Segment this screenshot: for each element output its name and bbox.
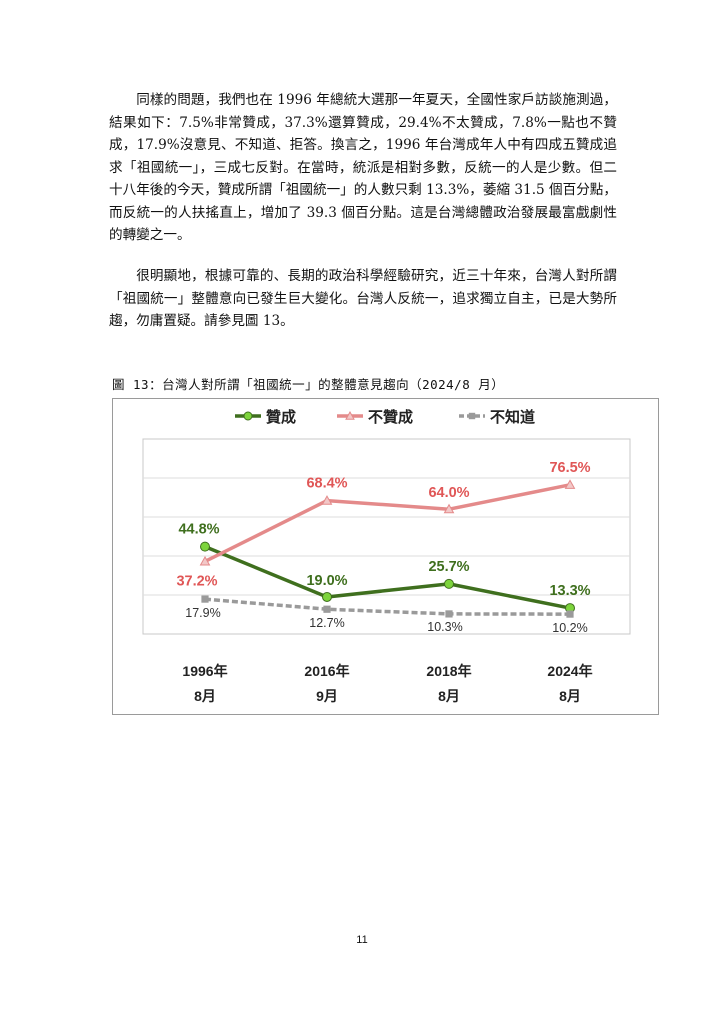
plot-area — [142, 438, 631, 635]
data-label: 17.9% — [185, 606, 220, 620]
series-line-1 — [204, 545, 571, 610]
body-paragraph-1: 同樣的問題，我們也在 1996 年總統大選那一年夏天，全國性家戶訪談施測過，結果… — [109, 92, 617, 243]
body-paragraph-2: 很明顯地，根據可靠的、長期的政治科學經驗研究，近三十年來，台灣人對所謂「祖國統一… — [109, 268, 617, 329]
data-point — [445, 610, 453, 618]
legend-label-3: 不知道 — [490, 408, 535, 426]
series-line-3 — [204, 597, 571, 616]
data-point — [444, 578, 454, 589]
data-point — [564, 479, 576, 489]
x-tick-sublabel: 8月 — [438, 688, 460, 704]
data-point — [199, 555, 211, 566]
data-label: 37.2% — [176, 573, 217, 589]
x-tick-sublabel: 9月 — [316, 688, 338, 704]
data-point — [201, 595, 209, 603]
data-label: 25.7% — [428, 559, 469, 575]
data-label: 10.3% — [427, 620, 462, 634]
data-label: 64.0% — [428, 485, 469, 501]
data-label: 12.7% — [309, 616, 344, 630]
x-tick-label: 2018年 — [426, 663, 471, 679]
x-tick-label: 2016年 — [304, 663, 349, 679]
chart-frame: 贊成 不贊成 不知道 44.8% 19.0% 25.7% 13.3% 37.2% 68.4% 64… — [112, 398, 659, 715]
data-point — [200, 541, 210, 552]
data-label: 13.3% — [549, 583, 590, 599]
data-label: 10.2% — [552, 621, 587, 635]
series-line-2 — [204, 483, 571, 564]
legend-marker-2 — [345, 410, 355, 420]
data-label: 19.0% — [306, 573, 347, 589]
legend-label-1: 贊成 — [266, 408, 296, 426]
data-label: 76.5% — [549, 460, 590, 476]
data-point — [322, 591, 332, 602]
figure-caption: 圖 13：台灣人對所謂「祖國統一」的整體意見趨向（2024/8 月） — [112, 377, 505, 392]
x-tick-sublabel: 8月 — [559, 688, 581, 704]
page-number: 11 — [356, 934, 368, 946]
legend-marker-1 — [243, 411, 253, 421]
data-point — [443, 503, 455, 514]
data-label: 68.4% — [306, 476, 347, 492]
line-chart: 贊成 不贊成 不知道 44.8% 19.0% 25.7% 13.3% 37.2% 68.4% 64… — [142, 408, 631, 704]
data-label: 44.8% — [178, 522, 219, 538]
x-tick-label: 1996年 — [182, 663, 227, 679]
data-point — [321, 495, 333, 505]
legend-marker-3 — [468, 412, 476, 420]
x-tick-label: 2024年 — [547, 663, 592, 679]
legend-label-2: 不贊成 — [368, 408, 413, 426]
x-tick-sublabel: 8月 — [194, 688, 216, 704]
data-point — [323, 605, 331, 613]
data-point — [566, 610, 574, 618]
